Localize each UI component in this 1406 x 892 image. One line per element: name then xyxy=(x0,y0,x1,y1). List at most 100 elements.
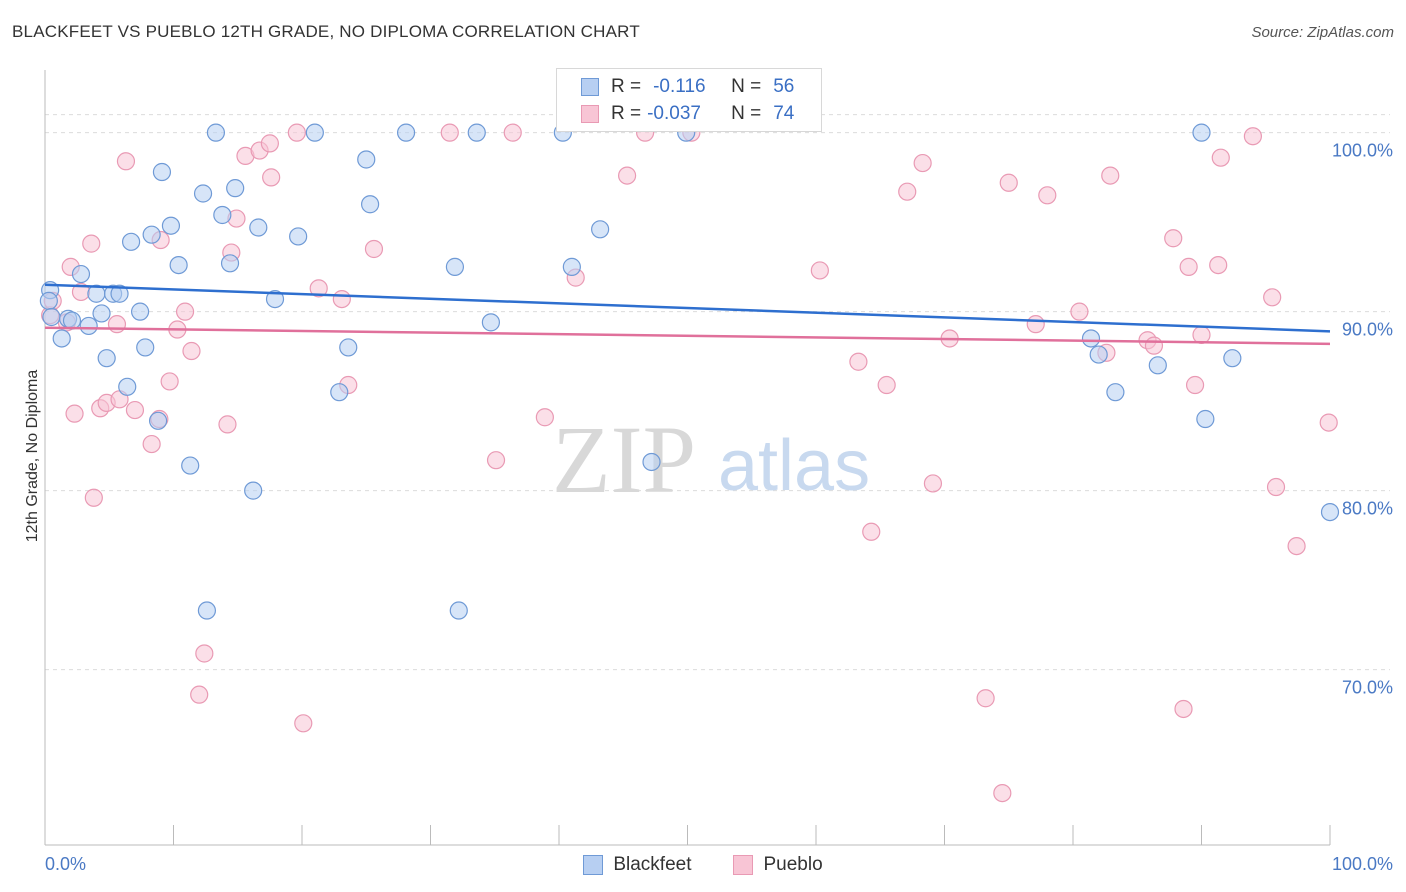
x-tick-label: 0.0% xyxy=(45,854,86,874)
blackfeet-point xyxy=(396,123,416,142)
blackfeet-point xyxy=(1148,356,1167,375)
legend-item-blackfeet[interactable]: Blackfeet xyxy=(583,852,691,878)
blackfeet-points xyxy=(39,123,1340,620)
watermark-atlas: atlas xyxy=(718,426,870,506)
legend-label-pueblo: Pueblo xyxy=(763,854,823,875)
y-tick-label: 100.0% xyxy=(1332,141,1393,161)
stats-legend: R = -0.116 N = 56 R = -0.037 N = 74 xyxy=(556,68,822,132)
tick-labels: 70.0% 80.0% 90.0% 100.0% 0.0% 100.0% xyxy=(45,141,1393,874)
pueblo-point xyxy=(182,341,201,361)
legend-item-pueblo[interactable]: Pueblo xyxy=(733,852,823,878)
blackfeet-point xyxy=(169,255,188,275)
pueblo-point xyxy=(503,123,522,142)
pueblo-point xyxy=(923,474,943,493)
pueblo-point xyxy=(82,234,101,253)
x-tick-label: 100.0% xyxy=(1332,854,1393,874)
legend-swatch-blackfeet xyxy=(583,855,604,875)
legend-n-label: N = xyxy=(731,103,762,124)
blackfeet-point xyxy=(467,123,486,142)
legend-r-value: -0.037 xyxy=(647,103,701,124)
blackfeet-point xyxy=(361,195,380,214)
legend-n-value: 56 xyxy=(773,76,795,97)
blackfeet-point xyxy=(1196,409,1215,429)
pueblo-point xyxy=(913,153,932,173)
pueblo-point xyxy=(1192,325,1211,344)
pueblo-point xyxy=(364,239,384,259)
gridlines xyxy=(45,114,1390,671)
pueblo-point xyxy=(440,123,459,142)
blackfeet-point xyxy=(1089,345,1108,364)
blackfeet-point xyxy=(136,338,155,357)
blackfeet-point xyxy=(52,329,71,348)
pueblo-point xyxy=(849,352,868,371)
pueblo-point xyxy=(262,168,281,187)
pueblo-point xyxy=(1179,257,1198,276)
blackfeet-point xyxy=(39,291,58,310)
blackfeet-point xyxy=(42,307,61,327)
pueblo-point xyxy=(1266,477,1286,497)
blackfeet-point xyxy=(71,264,91,284)
source-label: Source: ZipAtlas.com xyxy=(1251,24,1394,41)
legend-row-blackfeet: R = -0.116 N = 56 xyxy=(581,74,794,100)
blackfeet-point xyxy=(118,377,137,396)
pueblo-point xyxy=(976,689,995,708)
blackfeet-point xyxy=(330,383,349,402)
pueblo-point xyxy=(160,372,179,391)
pueblo-point xyxy=(993,783,1012,803)
blackfeet-point xyxy=(62,311,82,330)
pueblo-point xyxy=(862,522,881,541)
pueblo-point xyxy=(287,123,306,142)
blackfeet-point xyxy=(481,313,500,332)
pueblo-point xyxy=(1026,315,1045,334)
pueblo-point xyxy=(618,166,637,185)
blackfeet-point xyxy=(148,411,168,430)
pueblo-point xyxy=(116,152,136,171)
blackfeet-point xyxy=(193,184,213,203)
pueblo-point xyxy=(810,261,829,280)
trend-lines xyxy=(44,283,1331,346)
blackfeet-point xyxy=(357,150,376,169)
legend-r-label: R = xyxy=(611,76,642,97)
blackfeet-point xyxy=(220,254,240,273)
pueblo-point xyxy=(999,173,1018,192)
blackfeet-trend-line xyxy=(44,283,1331,333)
blackfeet-point xyxy=(305,123,324,142)
blackfeet-point xyxy=(289,227,308,246)
pueblo-trend-line xyxy=(44,326,1331,346)
pueblo-point xyxy=(65,404,84,423)
legend-swatch-pueblo xyxy=(581,105,599,123)
legend-label-blackfeet: Blackfeet xyxy=(613,854,692,875)
blackfeet-point xyxy=(1081,329,1101,348)
axes xyxy=(44,70,1331,846)
blackfeet-point xyxy=(1106,383,1125,402)
y-axis-label: 12th Grade, No Diploma xyxy=(24,370,41,543)
blackfeet-point xyxy=(79,316,98,336)
blackfeet-point xyxy=(213,205,232,225)
blackfeet-point xyxy=(197,601,217,620)
y-tick-label: 80.0% xyxy=(1342,499,1393,519)
blackfeet-point xyxy=(591,220,610,239)
blackfeet-point xyxy=(265,289,285,309)
legend-swatch-pueblo xyxy=(733,855,754,875)
pueblo-point xyxy=(142,434,161,454)
y-tick-label: 90.0% xyxy=(1342,320,1393,340)
watermark: ZIP atlas xyxy=(552,406,870,513)
pueblo-point xyxy=(1174,699,1193,719)
legend-r-label: R = xyxy=(611,103,642,124)
legend-n-label: N = xyxy=(731,76,762,97)
blackfeet-point xyxy=(1320,502,1340,522)
blackfeet-point xyxy=(642,452,661,472)
pueblo-point xyxy=(195,644,214,663)
pueblo-point xyxy=(309,279,328,298)
pueblo-point xyxy=(486,451,506,470)
pueblo-point xyxy=(1319,413,1338,432)
blackfeet-point xyxy=(161,216,181,235)
blackfeet-point xyxy=(244,481,263,500)
blackfeet-point xyxy=(142,225,161,244)
watermark-zip: ZIP xyxy=(552,406,696,513)
pueblo-point xyxy=(294,714,313,733)
pueblo-point xyxy=(898,182,917,201)
pueblo-point xyxy=(1211,148,1230,167)
y-tick-label: 70.0% xyxy=(1342,678,1393,698)
blackfeet-point xyxy=(92,304,111,323)
